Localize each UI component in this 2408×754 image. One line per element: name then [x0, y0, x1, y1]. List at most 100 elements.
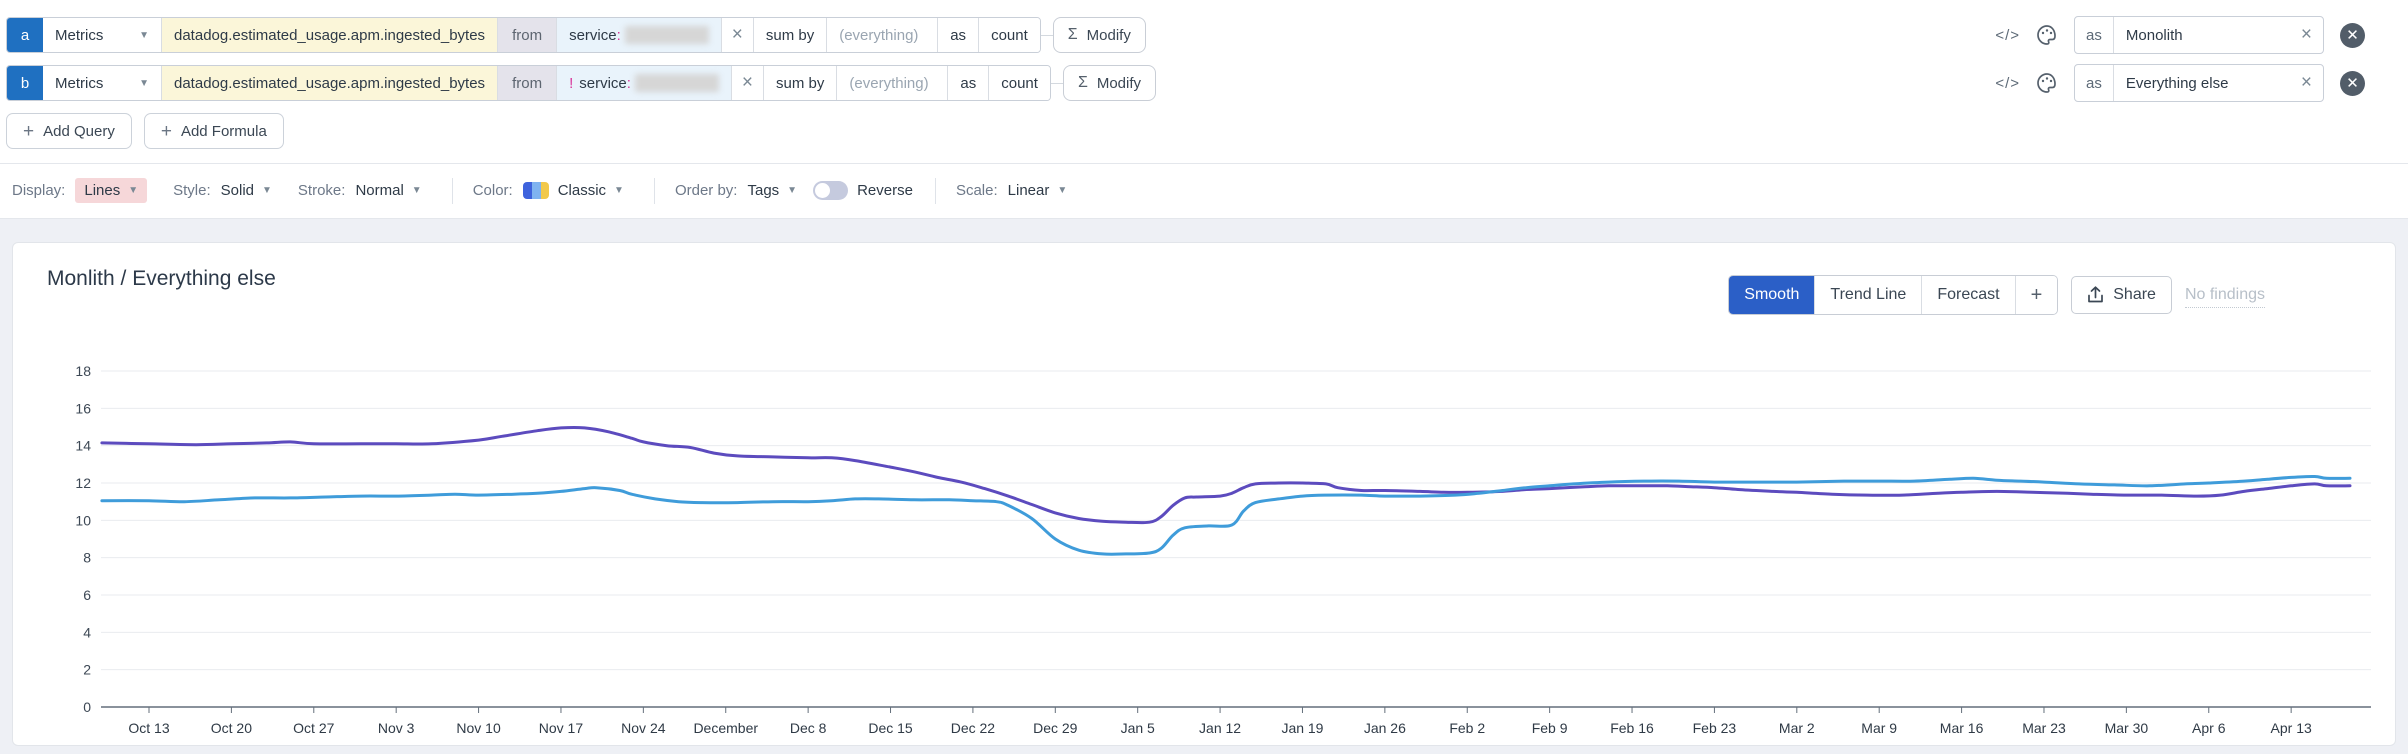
datasource-select[interactable]: Metrics ▼: [43, 18, 162, 52]
x-axis-tick-label: Mar 9: [1861, 720, 1897, 736]
y-axis-tick-label: 2: [83, 662, 91, 678]
sigma-icon: Σ: [1077, 74, 1088, 91]
chevron-down-icon: ▼: [1057, 185, 1068, 196]
y-axis-tick-label: 12: [75, 475, 91, 491]
palette-icon[interactable]: [2036, 72, 2058, 94]
code-icon[interactable]: </>: [1995, 26, 2021, 44]
chevron-down-icon: ▼: [787, 185, 798, 196]
x-axis-tick-label: Nov 3: [378, 720, 415, 736]
y-axis-tick-label: 4: [83, 624, 91, 640]
x-axis-tick-label: December: [693, 720, 758, 736]
x-axis-tick-label: Nov 17: [539, 720, 584, 736]
y-axis-tick-label: 18: [75, 363, 91, 379]
x-axis-tick-label: Nov 24: [621, 720, 666, 736]
x-axis-tick-label: Mar 16: [1940, 720, 1984, 736]
style-label: Style:: [173, 182, 211, 199]
connector-line: [1050, 82, 1063, 84]
stroke-group: Stroke: Normal ▼: [298, 182, 422, 199]
y-axis-tick-label: 16: [75, 400, 91, 416]
rollup-select[interactable]: count: [979, 18, 1040, 52]
color-select[interactable]: Classic ▼: [522, 182, 624, 199]
x-axis-tick-label: Dec 15: [868, 720, 913, 736]
alias-input[interactable]: Everything else: [2125, 74, 2229, 92]
display-select[interactable]: Lines ▼: [75, 178, 148, 203]
timeseries-chart[interactable]: 0 2 4 6 8 10 12 14 16 18 Oct 13 Oct 20 Oct 27 Nov 3 No…: [13, 243, 2397, 747]
stroke-value: Normal: [355, 182, 404, 199]
x-axis-tick-label: Mar 30: [2105, 720, 2149, 736]
style-select[interactable]: Solid ▼: [221, 182, 272, 199]
filter-colon: :: [616, 26, 621, 44]
query-row-a: a Metrics ▼ datadog.estimated_usage.apm.…: [6, 17, 1146, 53]
redacted-filter-value: [634, 74, 719, 92]
remove-query-button[interactable]: ✕: [2340, 22, 2365, 48]
metric-name: datadog.estimated_usage.apm.ingested_byt…: [174, 26, 486, 44]
share-button[interactable]: Share: [2071, 276, 2172, 314]
datasource-select[interactable]: Metrics ▼: [43, 66, 162, 100]
x-axis-tick-label: Nov 10: [456, 720, 501, 736]
metric-field[interactable]: datadog.estimated_usage.apm.ingested_byt…: [162, 18, 499, 52]
filter-field[interactable]: service:: [557, 18, 722, 52]
display-label: Display:: [12, 182, 66, 199]
tab-trend-line[interactable]: Trend Line: [1814, 276, 1922, 314]
chevron-down-icon: ▼: [139, 29, 149, 41]
modify-button[interactable]: Σ Modify: [1052, 17, 1146, 53]
scale-value: Linear: [1007, 182, 1050, 199]
x-axis-tick-label: Mar 2: [1779, 720, 1815, 736]
datasource-label: Metrics: [55, 74, 104, 92]
query-row-b-group: b Metrics ▼ datadog.estimated_usage.apm.…: [6, 65, 1051, 101]
x-axis-tick-label: Oct 13: [128, 720, 169, 736]
alias-group: as Monolith ×: [2074, 16, 2324, 54]
graph-mode-tabs: Smooth Trend Line Forecast +: [1728, 275, 2059, 315]
display-value: Lines: [84, 182, 121, 199]
modify-button[interactable]: Σ Modify: [1062, 65, 1157, 101]
query-row-a-controls: </> as Monolith × ✕: [1995, 16, 2365, 54]
scale-group: Scale: Linear ▼: [956, 182, 1067, 199]
divider: [653, 177, 655, 204]
color-group: Color: Classic ▼: [473, 182, 624, 199]
tab-smooth[interactable]: Smooth: [1729, 276, 1815, 314]
clear-alias-icon[interactable]: ×: [2300, 24, 2312, 45]
no-findings-badge: No findings: [2184, 283, 2265, 308]
stroke-select[interactable]: Normal ▼: [355, 182, 421, 199]
code-icon[interactable]: </>: [1995, 74, 2021, 92]
alias-as-label: as: [2075, 65, 2114, 101]
palette-icon[interactable]: [2036, 24, 2058, 46]
divider: [451, 177, 453, 204]
clear-filter-icon[interactable]: ×: [721, 18, 754, 52]
scale-select[interactable]: Linear ▼: [1008, 182, 1068, 199]
clear-alias-icon[interactable]: ×: [2300, 72, 2312, 93]
rollup-select[interactable]: count: [989, 66, 1050, 100]
datasource-label: Metrics: [55, 26, 104, 44]
x-axis-tick-label: Jan 5: [1121, 720, 1155, 736]
query-row-a-group: a Metrics ▼ datadog.estimated_usage.apm.…: [6, 17, 1041, 53]
filter-key: service: [579, 74, 627, 92]
tab-forecast[interactable]: Forecast: [1921, 276, 2015, 314]
series-line-monolith: [100, 426, 2352, 525]
order-by-value: Tags: [747, 182, 780, 199]
add-query-button[interactable]: + Add Query: [6, 113, 132, 149]
metric-field[interactable]: datadog.estimated_usage.apm.ingested_byt…: [162, 66, 499, 100]
graph-controls: Smooth Trend Line Forecast + Share No fi…: [1728, 275, 2265, 315]
x-axis-tick-label: Oct 27: [293, 720, 334, 736]
reverse-toggle[interactable]: [813, 181, 849, 200]
divider: [934, 177, 936, 204]
sum-by-field[interactable]: (everything): [837, 66, 949, 100]
alias-input[interactable]: Monolith: [2125, 26, 2183, 44]
order-by-select[interactable]: Tags ▼: [747, 182, 797, 199]
sum-by-field[interactable]: (everything): [827, 18, 939, 52]
display-group: Display: Lines ▼: [12, 178, 148, 203]
add-tab-button[interactable]: +: [2014, 276, 2058, 314]
order-by-group: Order by: Tags ▼ Reverse: [675, 181, 913, 200]
clear-filter-icon[interactable]: ×: [731, 66, 765, 100]
add-query-label: Add Query: [43, 122, 115, 140]
remove-query-button[interactable]: ✕: [2340, 70, 2365, 96]
from-label: from: [498, 18, 558, 52]
actions-row: + Add Query + Add Formula: [6, 113, 284, 149]
reverse-label: Reverse: [857, 182, 913, 199]
filter-field[interactable]: ! service:: [557, 66, 732, 100]
graph-title: Monlith / Everything else: [47, 267, 276, 290]
x-axis-tick-label: Jan 19: [1281, 720, 1323, 736]
query-editor-section: a Metrics ▼ datadog.estimated_usage.apm.…: [0, 0, 2408, 219]
query-row-b: b Metrics ▼ datadog.estimated_usage.apm.…: [6, 65, 1157, 101]
add-formula-button[interactable]: + Add Formula: [143, 113, 284, 149]
